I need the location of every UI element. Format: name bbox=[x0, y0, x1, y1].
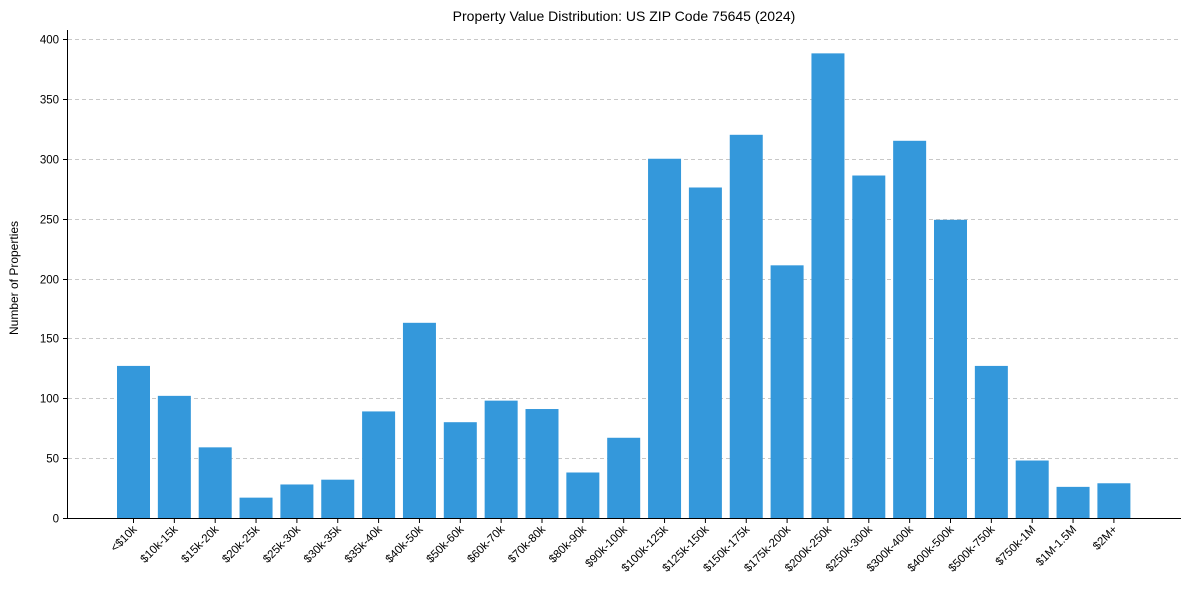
bar bbox=[566, 472, 600, 518]
bar bbox=[280, 484, 314, 518]
x-tick-label: $10k-15k bbox=[139, 523, 181, 565]
bar bbox=[1015, 460, 1049, 518]
bar bbox=[1097, 483, 1131, 518]
bar bbox=[770, 265, 804, 518]
y-tick-label: 350 bbox=[40, 95, 59, 107]
bar bbox=[484, 400, 518, 518]
y-tick-label: 400 bbox=[40, 35, 59, 47]
bar bbox=[729, 134, 763, 519]
x-tick-label: $25k-30k bbox=[261, 523, 303, 565]
bar bbox=[811, 53, 845, 519]
bar bbox=[321, 479, 355, 518]
y-tick-label: 150 bbox=[40, 334, 59, 346]
bar bbox=[525, 409, 559, 518]
x-tick-label: $30k-35k bbox=[302, 523, 344, 565]
bar bbox=[974, 365, 1008, 518]
bar bbox=[1056, 486, 1090, 518]
x-tick-label: <$10k bbox=[109, 523, 140, 554]
bar bbox=[443, 422, 477, 518]
bar bbox=[198, 447, 232, 518]
bar bbox=[893, 140, 927, 518]
x-tick-label: $50k-60k bbox=[424, 523, 466, 565]
y-tick-label: 300 bbox=[40, 155, 59, 167]
bar bbox=[157, 395, 191, 518]
bar bbox=[362, 411, 396, 518]
x-axis: <$10k$10k-15k$15k-20k$20k-25k$25k-30k$30… bbox=[109, 519, 1120, 575]
x-tick-label: $750k-1M bbox=[994, 524, 1039, 569]
y-tick-label: 0 bbox=[53, 514, 59, 526]
bar bbox=[934, 219, 967, 518]
bar bbox=[852, 175, 886, 518]
x-tick-label: $15k-20k bbox=[179, 523, 221, 565]
chart-title: Property Value Distribution: US ZIP Code… bbox=[453, 8, 796, 24]
y-tick-label: 250 bbox=[40, 215, 59, 227]
x-tick-label: $40k-50k bbox=[384, 523, 426, 565]
x-tick-label: $1M-1.5M bbox=[1034, 524, 1079, 569]
y-tick-label: 50 bbox=[46, 454, 59, 466]
x-tick-label: $20k-25k bbox=[220, 523, 262, 565]
gridlines bbox=[68, 39, 1181, 459]
y-axis-label: Number of Properties bbox=[7, 221, 21, 335]
bar bbox=[688, 187, 722, 519]
bar bbox=[239, 497, 273, 518]
bar bbox=[607, 437, 641, 518]
x-tick-label: $60k-70k bbox=[465, 523, 507, 565]
y-axis: 0 50 100 150 200 250 300 350 400 bbox=[40, 35, 67, 526]
x-tick-label: $2M+ bbox=[1091, 523, 1120, 552]
y-tick-label: 200 bbox=[40, 275, 59, 287]
bar bbox=[648, 158, 682, 518]
bars bbox=[117, 53, 1131, 519]
bar bbox=[402, 322, 436, 518]
bar bbox=[117, 365, 150, 518]
x-tick-label: $35k-40k bbox=[343, 523, 385, 565]
x-tick-label: $70k-80k bbox=[506, 523, 548, 565]
x-tick-label: $80k-90k bbox=[547, 523, 589, 565]
y-tick-label: 100 bbox=[40, 394, 59, 406]
